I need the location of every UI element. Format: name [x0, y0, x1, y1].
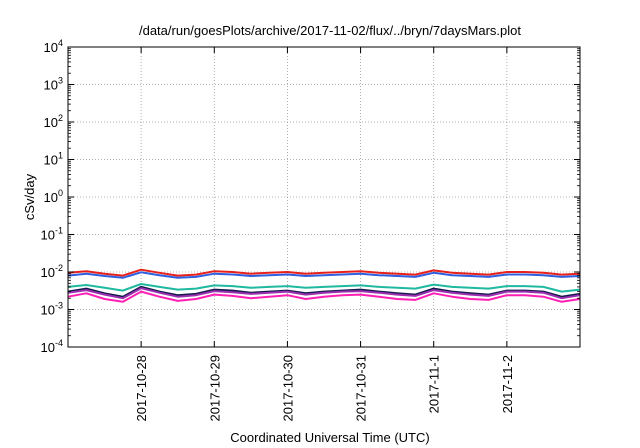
x-tick-labels: 2017-10-28 2017-10-29 2017-10-30 2017-10-31…	[134, 355, 515, 422]
y-tick-label: 100	[44, 188, 63, 205]
x-tick-label: 2017-11-2	[500, 355, 515, 413]
ticks	[68, 46, 580, 348]
y-tick-label: 10-4	[41, 338, 63, 355]
y-tick-labels: 10-4 10-3 10-2 10-1 100 101 102 103 104	[41, 38, 63, 355]
y-tick-label: 10-2	[41, 263, 63, 280]
x-tick-label: 2017-11-1	[427, 355, 442, 413]
y-tick-label: 10-1	[41, 226, 63, 243]
y-axis-label: cSv/day	[22, 173, 37, 220]
y-tick-label: 101	[44, 151, 63, 168]
x-tick-label: 2017-10-30	[280, 355, 295, 422]
grid	[68, 47, 580, 347]
x-tick-label: 2017-10-31	[354, 355, 369, 422]
series-line-6	[67, 290, 581, 303]
y-tick-label: 103	[44, 76, 63, 93]
series-line-5	[67, 287, 581, 300]
series-line-4	[67, 285, 581, 298]
y-tick-label: 10-3	[41, 301, 63, 318]
y-tick-label: 104	[44, 38, 63, 55]
series-layer	[67, 268, 581, 303]
x-axis-label: Coordinated Universal Time (UTC)	[230, 430, 429, 445]
x-tick-label: 2017-10-28	[134, 355, 149, 422]
series-line-1	[67, 268, 581, 277]
series-line-2	[67, 271, 581, 279]
y-tick-label: 102	[44, 113, 63, 130]
chart-title: /data/run/goesPlots/archive/2017-11-02/f…	[139, 23, 521, 38]
series-line-3	[67, 283, 581, 293]
x-tick-label: 2017-10-29	[207, 355, 222, 422]
